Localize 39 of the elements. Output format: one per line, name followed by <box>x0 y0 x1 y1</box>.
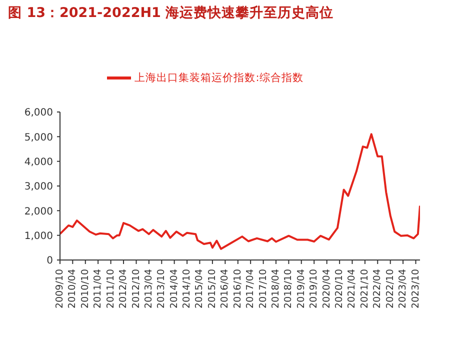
line-series <box>60 133 420 250</box>
x-tick-label: 2012/04 <box>118 269 130 308</box>
x-tick-label: 2010/10 <box>80 269 91 308</box>
x-tick-label: 2017/10 <box>258 269 269 308</box>
x-tick-label: 2019/04 <box>296 269 307 308</box>
y-tick-label: 5,000 <box>24 132 53 144</box>
x-tick-label: 2021/04 <box>346 269 358 308</box>
x-tick-label: 2015/04 <box>194 269 206 308</box>
y-tick-label: 6,000 <box>24 108 53 119</box>
x-tick-label: 2023/10 <box>410 269 422 308</box>
x-tick-label: 2022/04 <box>372 269 384 308</box>
x-tick-label: 2014/04 <box>168 269 180 308</box>
y-tick-label: 4,000 <box>24 156 53 168</box>
x-tick-label: 2015/10 <box>206 269 218 308</box>
x-tick-label: 2020/10 <box>334 269 346 308</box>
x-tick-label: 2018/10 <box>283 269 294 308</box>
x-tick-label: 2018/04 <box>270 269 282 308</box>
x-tick-label: 2011/10 <box>105 269 116 308</box>
x-tick-label: 2013/10 <box>156 269 168 308</box>
x-tick-label: 2011/04 <box>92 269 104 308</box>
x-tick-label: 2013/04 <box>143 269 154 308</box>
x-tick-label: 2009/10 <box>54 269 66 308</box>
x-tick-label: 2012/10 <box>130 269 142 308</box>
x-tick-label: 2016/04 <box>220 269 231 308</box>
y-tick-label: 0 <box>46 256 53 267</box>
x-tick-label: 2021/10 <box>359 269 370 308</box>
x-tick-label: 2022/10 <box>384 269 396 308</box>
x-tick-label: 2019/10 <box>308 269 320 308</box>
x-tick-label: 2014/10 <box>182 269 193 308</box>
x-tick-label: 2016/10 <box>232 269 244 308</box>
y-tick-label: 1,000 <box>24 230 53 242</box>
x-tick-label: 2023/04 <box>398 269 409 308</box>
legend-label: 上海出口集装箱运价指数:综合指数 <box>134 72 304 84</box>
y-tick-label: 2,000 <box>24 206 53 218</box>
y-tick-label: 3,000 <box>24 182 53 193</box>
x-tick-label: 2017/04 <box>245 269 256 308</box>
x-tick-label: 2010/04 <box>67 269 78 308</box>
chart-title: 图 13：2021-2022H1 海运费快速攀升至历史高位 <box>8 4 334 22</box>
x-tick-label: 2020/04 <box>321 269 332 308</box>
